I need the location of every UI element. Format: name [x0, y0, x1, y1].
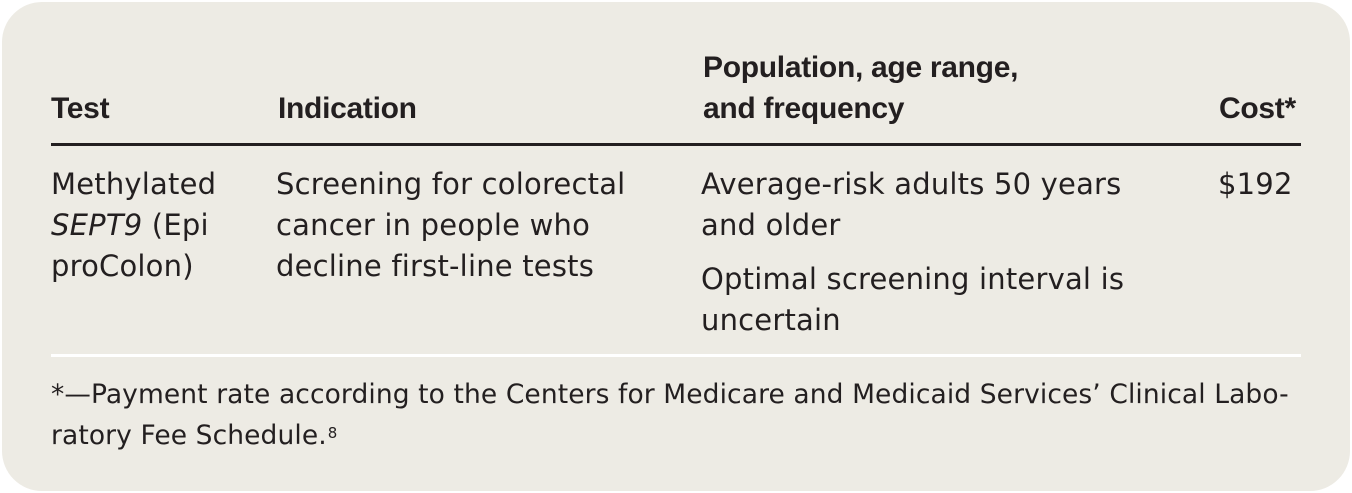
header-divider [51, 143, 1301, 146]
header-population-line1: Population, age range, [703, 51, 1019, 84]
gene-name: SEPT9 [51, 208, 143, 242]
population-p1-line2: and older [701, 208, 841, 242]
header-cost: Cost* [1219, 92, 1296, 125]
population-p2-line1: Optimal screening interval is [701, 262, 1125, 296]
footnote-line1: *—Payment rate according to the Centers … [51, 379, 1289, 410]
header-indication: Indication [278, 92, 417, 125]
header-population: Population, age range, and frequency [703, 47, 1103, 129]
cell-indication-line2: cancer in people who [276, 208, 591, 242]
cell-test-line2-rest: (Epi [142, 208, 209, 242]
cell-cost: $192 [1218, 167, 1293, 201]
cell-test-line2: SEPT9 (Epi [51, 205, 261, 246]
population-p1-line1: Average-risk adults 50 years [701, 167, 1122, 201]
cell-test-line1: Methylated [51, 167, 217, 201]
footnote-line2-text: ratory Fee Schedule. [51, 420, 327, 451]
header-test: Test [51, 92, 110, 125]
table-bottom-divider [51, 354, 1301, 357]
footnote-reference: 8 [327, 424, 338, 442]
cell-indication-line1: Screening for colorectal [276, 167, 626, 201]
cell-test-line3: proColon) [51, 249, 194, 283]
population-p2-line2: uncertain [701, 303, 841, 337]
population-paragraph-2: Optimal screening interval is uncertain [701, 259, 1201, 341]
cell-indication: Screening for colorectal cancer in peopl… [276, 164, 686, 287]
header-population-line2: and frequency [703, 92, 905, 125]
cell-test: Methylated SEPT9 (Epi proColon) [51, 164, 261, 287]
cell-indication-line3: decline first-line tests [276, 249, 595, 283]
footnote: *—Payment rate according to the Centers … [51, 374, 1313, 456]
population-paragraph-1: Average-risk adults 50 years and older [701, 164, 1201, 246]
cell-population: Average-risk adults 50 years and older O… [701, 164, 1201, 341]
footnote-line2: ratory Fee Schedule.8 [51, 415, 1313, 456]
